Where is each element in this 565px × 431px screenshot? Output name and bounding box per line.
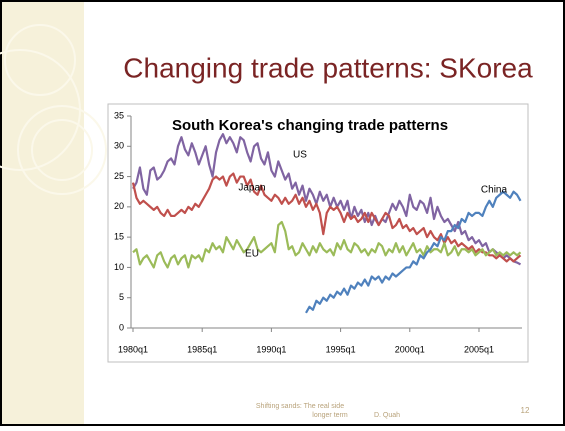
y-tick-label: 10 [114,262,124,272]
y-tick-label: 25 [114,171,124,181]
slide-title: Changing trade patterns: SKorea [123,52,533,83]
y-tick-label: 30 [114,141,124,151]
x-tick-label: 2000q1 [395,344,425,354]
series-line [132,220,522,269]
y-tick-label: 0 [119,322,124,332]
annotation: EU [245,249,259,260]
series-line [305,190,522,314]
annotation: US [293,150,307,161]
annotation: Japan [238,183,265,194]
x-tick-label: 1980q1 [118,344,148,354]
side-strip [2,2,84,424]
x-tick-label: 1995q1 [326,344,356,354]
footer: Shifting sands: The real side [256,403,344,410]
x-tick-label: 1990q1 [256,344,286,354]
footer: D. Quah [374,412,400,419]
series-line [131,172,522,263]
y-tick-label: 5 [119,292,124,302]
y-tick-label: 15 [114,232,124,242]
x-tick-label: 2005q1 [464,344,494,354]
x-tick-label: 1985q1 [187,344,217,354]
footer: longer term [312,412,348,419]
series-line [132,133,522,266]
chart-title: South Korea's changing trade patterns [172,117,448,134]
page-number: 12 [521,406,530,415]
y-tick-label: 20 [114,201,124,211]
annotation: China [481,185,508,196]
decoration [0,24,107,195]
y-tick-label: 35 [114,110,124,120]
